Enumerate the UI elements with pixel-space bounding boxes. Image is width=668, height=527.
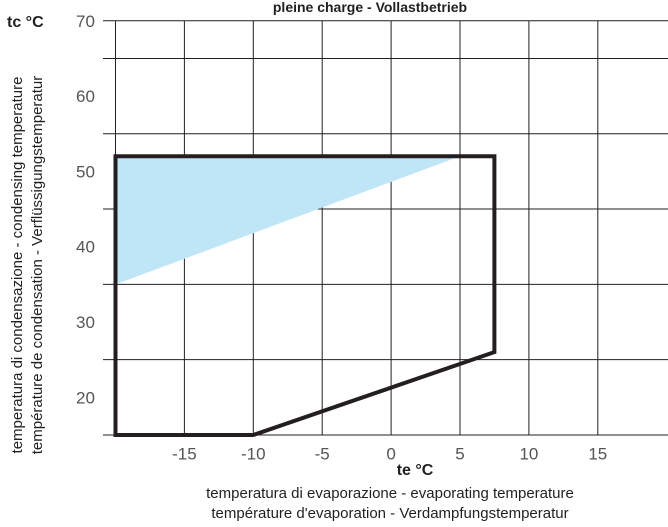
- tick-labels: -15 -10 -5 0 5 10 15 20 30 40 50 60 70: [76, 12, 607, 464]
- chart-marks: [113, 154, 497, 437]
- x-tick-label: -15: [172, 444, 197, 463]
- y-tick-label: 60: [76, 87, 95, 106]
- x-tick-label: 5: [455, 444, 464, 463]
- y-tick-label: 40: [76, 238, 95, 257]
- y-tick-label: 70: [76, 12, 95, 31]
- y-axis-title-line-1: temperatura di condensazione - condensin…: [9, 77, 26, 454]
- y-axis-title-line-2: température de condensation - Verflüssig…: [29, 76, 46, 455]
- x-tick-label: 10: [519, 444, 538, 463]
- envelope-outline: [113, 154, 497, 437]
- x-tick-label: -10: [241, 444, 266, 463]
- x-unit-label: te °C: [397, 462, 434, 479]
- shaded-region: [115, 156, 460, 285]
- y-tick-label: 20: [76, 388, 95, 407]
- x-axis-title-line-1: temperatura di evaporazione - evaporatin…: [206, 485, 574, 502]
- chart-title: pleine charge - Vollastbetrieb: [273, 0, 467, 15]
- x-tick-label: 0: [386, 444, 395, 463]
- x-tick-label: -5: [315, 444, 330, 463]
- x-axis-title-line-2: température d'evaporation - Verdampfungs…: [211, 505, 568, 522]
- y-tick-label: 50: [76, 162, 95, 181]
- y-unit-label: tc °C: [7, 14, 44, 31]
- x-tick-label: 15: [588, 444, 607, 463]
- y-tick-label: 30: [76, 313, 95, 332]
